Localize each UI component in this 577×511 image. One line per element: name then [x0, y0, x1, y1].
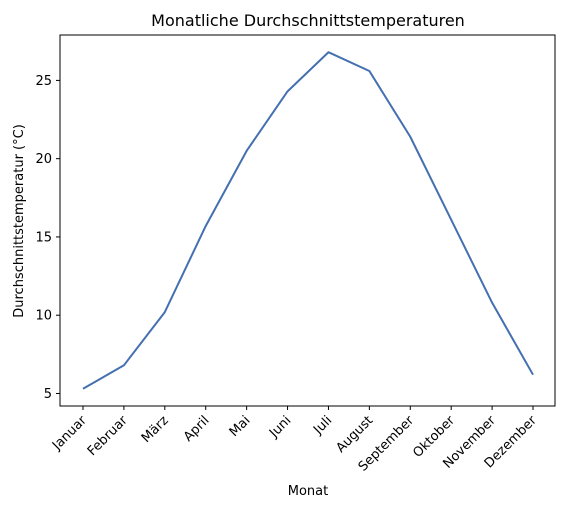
y-tick-label-4: 25 [35, 74, 52, 89]
chart-title: Monatliche Durchschnittstemperaturen [151, 11, 465, 30]
y-tick-label-2: 15 [35, 230, 52, 245]
y-axis-label: Durchschnittstemperatur (°C) [12, 124, 27, 318]
x-axis-label: Monat [288, 484, 328, 499]
y-tick-label-3: 20 [35, 152, 52, 167]
y-tick-label-0: 5 [44, 387, 52, 402]
y-tick-label-1: 10 [35, 309, 52, 324]
